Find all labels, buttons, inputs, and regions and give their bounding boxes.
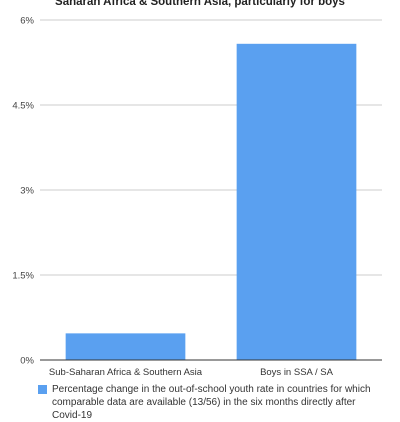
bar — [236, 43, 357, 361]
y-tick-label: 1.5% — [12, 271, 34, 282]
chart: Saharan Africa & Southern Asia, particul… — [12, 0, 382, 421]
legend-swatch — [38, 385, 47, 394]
legend: Percentage change in the out-of-school y… — [38, 383, 383, 422]
y-tick-label: 0% — [20, 356, 34, 367]
y-tick-label: 3% — [20, 186, 34, 197]
chart-title: Saharan Africa & Southern Asia, particul… — [55, 0, 345, 8]
x-tick-label: Sub-Saharan Africa & Southern Asia — [49, 367, 203, 378]
bar — [65, 333, 186, 360]
y-tick-label: 4.5% — [12, 101, 34, 112]
chart-plot: 0% 1.5% 3% 4.5% 6% Sub-Saharan Africa & South… — [12, 16, 382, 378]
x-tick-label: Boys in SSA / SA — [260, 367, 334, 378]
y-tick-label: 6% — [20, 16, 34, 27]
legend-label: Percentage change in the out-of-school y… — [52, 384, 371, 421]
